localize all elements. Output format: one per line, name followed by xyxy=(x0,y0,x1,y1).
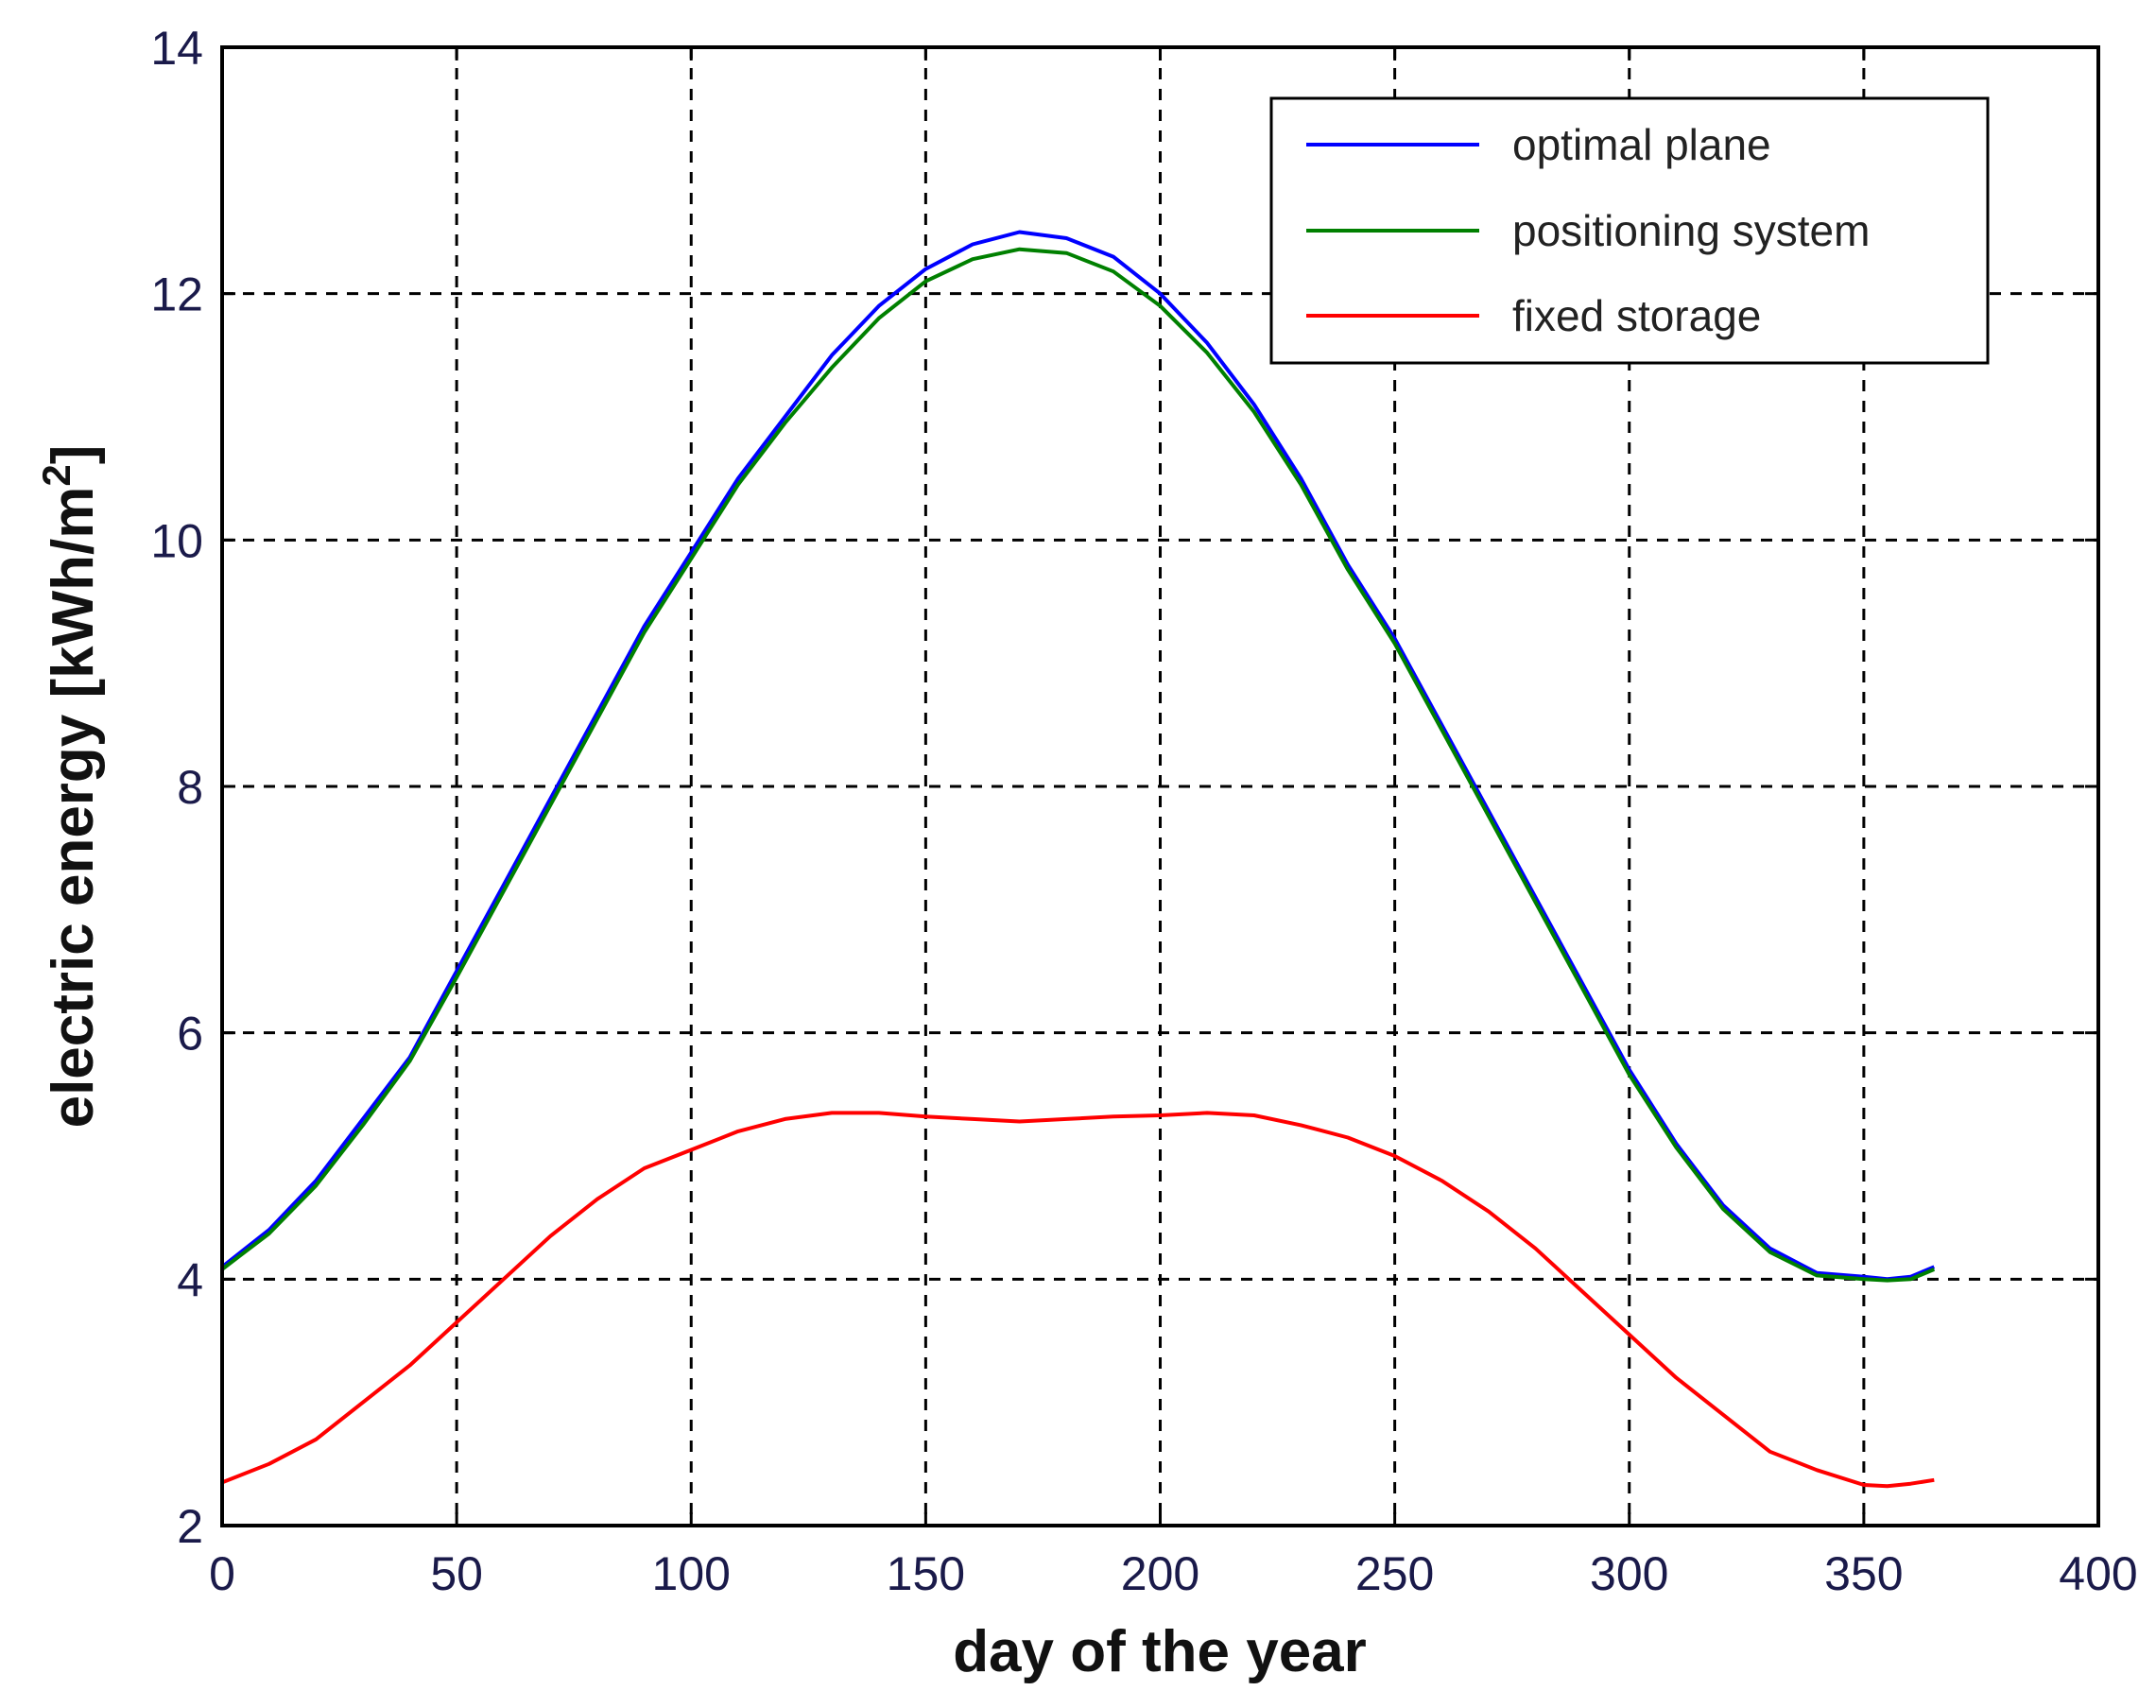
series-group xyxy=(220,230,1936,1489)
y-axis: 2 4 6 8 10 12 14 xyxy=(150,22,2098,1553)
legend-label-optimal-plane: optimal plane xyxy=(1512,120,1771,169)
y-tick-label: 6 xyxy=(177,1008,203,1061)
x-tick-label: 400 xyxy=(2059,1547,2137,1600)
series-line-fixed-storage xyxy=(221,1111,1935,1489)
y-axis-label: electric energy [kWh/m2] xyxy=(34,445,106,1129)
x-tick-label: 350 xyxy=(1824,1547,1903,1600)
x-tick-label: 300 xyxy=(1590,1547,1668,1600)
y-tick-label: 14 xyxy=(150,22,203,75)
x-tick-label: 150 xyxy=(887,1547,965,1600)
x-tick-label: 0 xyxy=(209,1547,235,1600)
y-tick-label: 12 xyxy=(150,268,203,321)
y-tick-label: 10 xyxy=(150,514,203,567)
x-axis-label: day of the year xyxy=(953,1619,1367,1684)
x-tick-label: 200 xyxy=(1121,1547,1199,1600)
y-axis-label-main: electric energy [kWh/m xyxy=(41,487,106,1129)
series-line-positioning-system xyxy=(220,247,1936,1283)
x-axis: 0 50 100 150 200 250 300 350 400 xyxy=(209,47,2138,1600)
legend: optimal plane positioning system fixed s… xyxy=(1269,96,1990,365)
x-tick-label: 50 xyxy=(430,1547,483,1600)
y-tick-label: 8 xyxy=(177,761,203,814)
x-tick-label: 250 xyxy=(1355,1547,1434,1600)
y-tick-label: 2 xyxy=(177,1500,203,1553)
x-tick-label: 100 xyxy=(652,1547,731,1600)
y-axis-label-end: ] xyxy=(41,445,106,465)
y-tick-label: 4 xyxy=(177,1253,203,1306)
y-axis-label-superscript: 2 xyxy=(34,464,78,486)
series-line-optimal-plane xyxy=(220,230,1936,1282)
legend-label-fixed-storage: fixed storage xyxy=(1512,291,1761,340)
legend-label-positioning-system: positioning system xyxy=(1512,206,1870,255)
